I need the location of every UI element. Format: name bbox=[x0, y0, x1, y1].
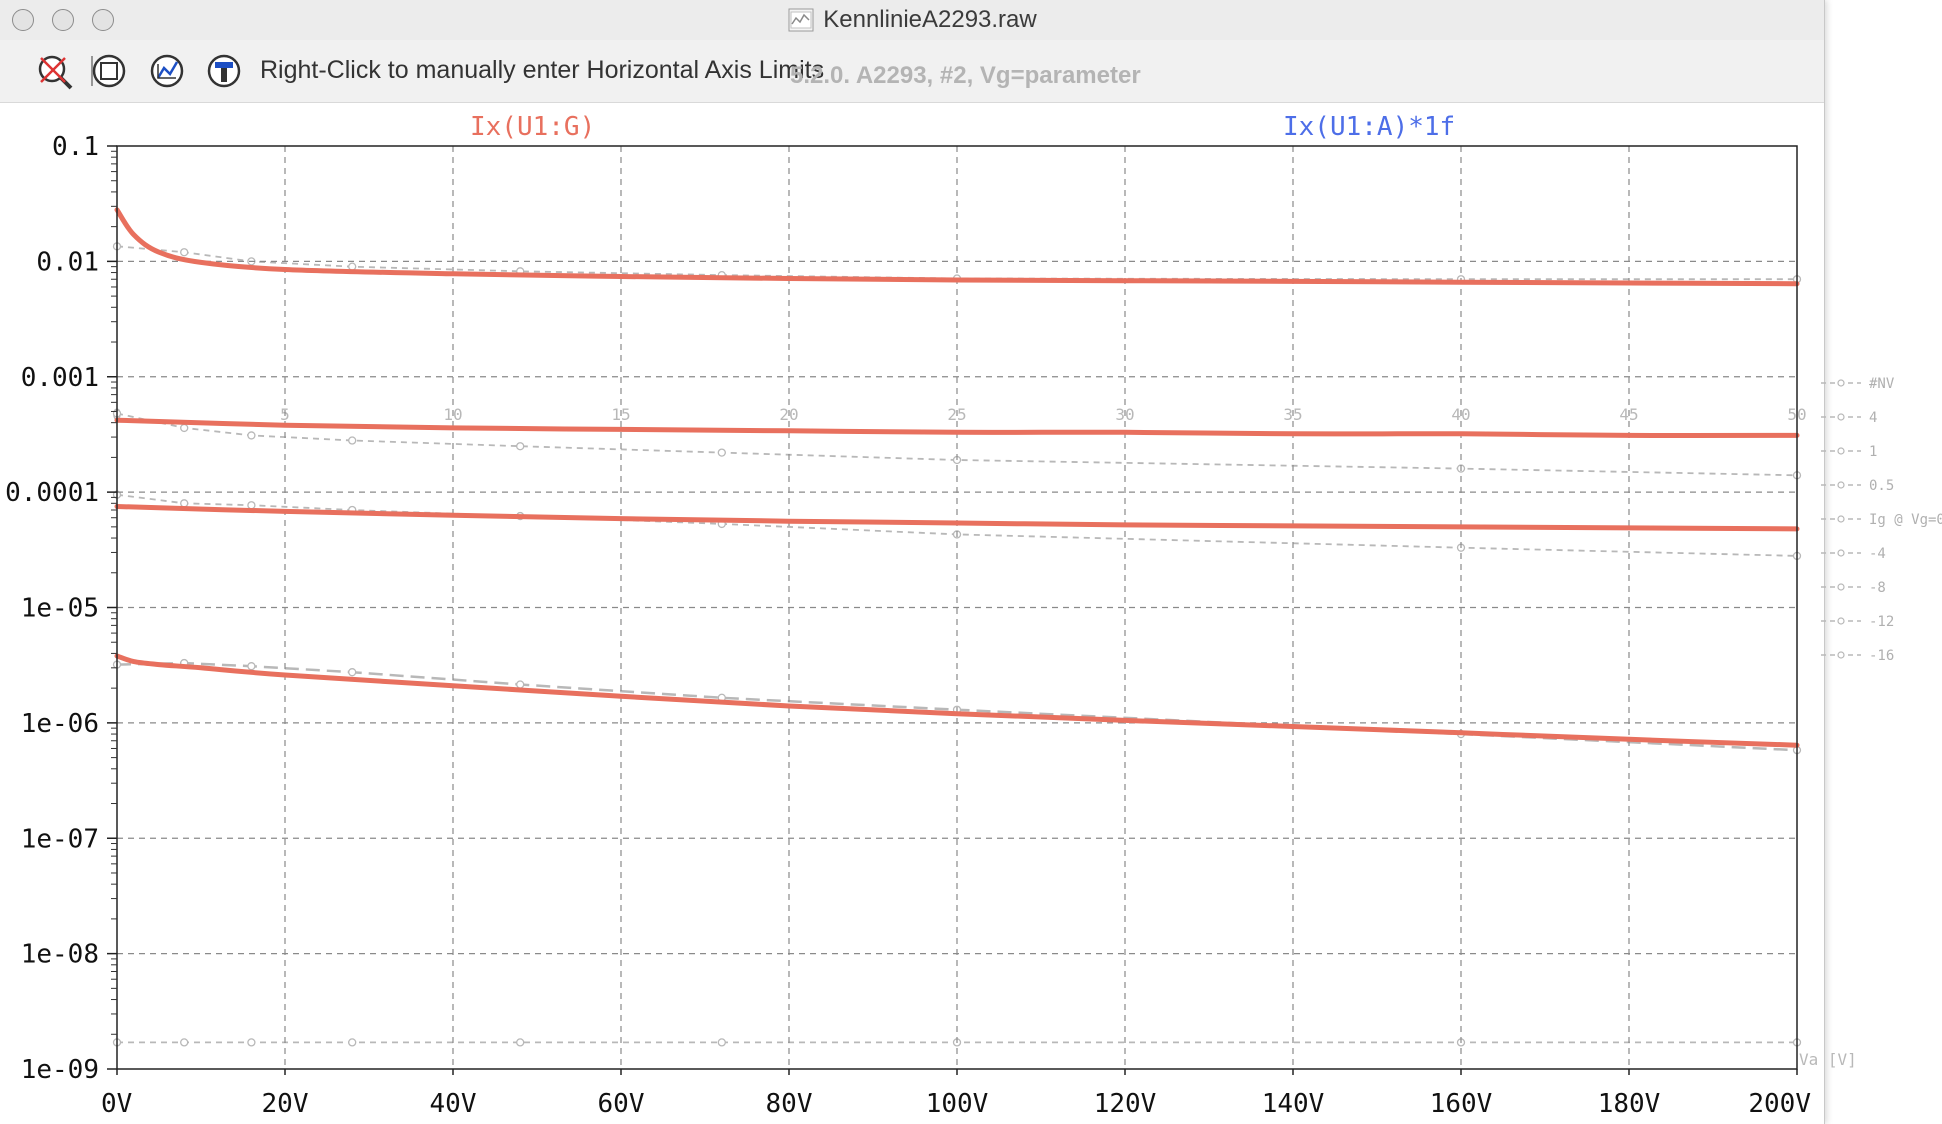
x-tick-label: 100V bbox=[926, 1089, 989, 1119]
maximize-window-button[interactable] bbox=[92, 9, 114, 31]
reference-point bbox=[180, 1038, 189, 1047]
overlay-legend-entry: 0.5 bbox=[1869, 478, 1894, 494]
y-tick-label: 0.001 bbox=[21, 363, 99, 393]
series-layer bbox=[114, 207, 1800, 748]
y-tick-label: 1e-05 bbox=[21, 594, 99, 624]
overlay-legend-marker bbox=[1837, 379, 1845, 387]
x-tick-label: 60V bbox=[598, 1089, 645, 1119]
y-tick-label: 0.0001 bbox=[5, 478, 99, 508]
title-wrap: KennlinieA2293.raw bbox=[0, 0, 1824, 40]
axis-limits-hint: Right-Click to manually enter Horizontal… bbox=[260, 56, 825, 84]
x-tick-label: 40V bbox=[430, 1089, 477, 1119]
reference-point bbox=[180, 248, 189, 257]
y-tick-label: 1e-09 bbox=[21, 1055, 99, 1085]
overlay-legend-marker bbox=[1837, 447, 1845, 455]
overlay-legend-marker bbox=[1837, 481, 1845, 489]
overlay-legend-marker bbox=[1837, 413, 1845, 421]
reference-point bbox=[247, 662, 256, 671]
reference-point bbox=[247, 501, 256, 510]
reference-point bbox=[516, 680, 525, 689]
overlay-x-axis-label: Va [V] bbox=[1799, 1050, 1857, 1069]
reference-point bbox=[180, 423, 189, 433]
overlay-legend-marker bbox=[1837, 651, 1845, 659]
x-tick-label: 180V bbox=[1598, 1089, 1661, 1119]
overlay-legend-marker bbox=[1837, 583, 1845, 591]
overlay-legend-entry: -4 bbox=[1869, 546, 1886, 562]
trace-label-anode[interactable]: Ix(U1:A)*1f bbox=[1283, 112, 1455, 142]
x-tick-label: 120V bbox=[1094, 1089, 1157, 1119]
close-window-button[interactable] bbox=[12, 9, 34, 31]
reference-point bbox=[717, 1038, 726, 1047]
minimize-window-button[interactable] bbox=[52, 9, 74, 31]
axis-layer: 0V 20V 40V 60V 80V 100V 120V 140V 160V 180V 200V 0.… bbox=[5, 132, 1811, 1119]
x-tick-label: 160V bbox=[1430, 1089, 1493, 1119]
gate-current-trace bbox=[114, 417, 1800, 439]
overlay-legend-entry: 4 bbox=[1869, 410, 1877, 426]
gate-current-trace bbox=[114, 504, 1800, 532]
zoom-fit-icon[interactable] bbox=[88, 50, 130, 92]
y-tick-label: 1e-06 bbox=[21, 709, 99, 739]
reference-point bbox=[348, 436, 357, 445]
reference-point bbox=[180, 499, 189, 508]
overlay-legend-entry: -16 bbox=[1869, 648, 1894, 664]
x-tick-label: 140V bbox=[1262, 1089, 1325, 1119]
x-tick-label: 20V bbox=[262, 1089, 309, 1119]
overlay-legend-marker bbox=[1837, 617, 1845, 625]
raw-file-icon bbox=[788, 8, 814, 32]
autorange-icon[interactable] bbox=[146, 50, 188, 92]
window-title: KennlinieA2293.raw bbox=[823, 6, 1037, 33]
y-tick-label: 1e-07 bbox=[21, 824, 99, 854]
overlay-legend-entry: 1 bbox=[1869, 444, 1877, 460]
reference-point bbox=[247, 1038, 256, 1047]
overlay-legend-marker bbox=[1837, 515, 1845, 523]
overlay-legend-entry: -8 bbox=[1869, 580, 1886, 596]
title-bar[interactable]: KennlinieA2293.raw bbox=[0, 0, 1824, 41]
y-tick-label: 1e-08 bbox=[21, 940, 99, 970]
x-tick-label: 0V bbox=[101, 1089, 132, 1119]
gate-current-trace bbox=[114, 653, 1800, 748]
overlay-plot-title: 5.2.0. A2293, #2, Vg=parameter bbox=[790, 62, 1141, 89]
toolbar: Right-Click to manually enter Horizontal… bbox=[0, 40, 1824, 103]
overlay-legend-marker bbox=[1837, 549, 1845, 557]
reference-point bbox=[348, 1038, 357, 1047]
y-tick-label: 0.1 bbox=[52, 132, 99, 162]
overlay-legend-entry: -12 bbox=[1869, 614, 1894, 630]
trace-label-gate[interactable]: Ix(U1:G) bbox=[470, 112, 595, 142]
reference-point bbox=[717, 448, 726, 457]
overlay-legend-entry: #NV bbox=[1869, 376, 1895, 392]
grid-layer bbox=[117, 146, 1797, 1069]
reference-point bbox=[516, 442, 525, 451]
x-tick-label: 200V bbox=[1748, 1089, 1811, 1119]
reference-point bbox=[348, 668, 357, 677]
probe-icon[interactable] bbox=[203, 50, 245, 92]
reference-point bbox=[247, 431, 256, 440]
y-tick-label: 0.01 bbox=[36, 247, 99, 277]
gate-current-trace bbox=[114, 207, 1800, 287]
zoom-cancel-icon[interactable] bbox=[33, 50, 75, 92]
overlay-legend-entry: Ig @ Vg=0V bbox=[1869, 512, 1942, 528]
x-tick-label: 80V bbox=[766, 1089, 813, 1119]
reference-point bbox=[516, 1038, 525, 1047]
